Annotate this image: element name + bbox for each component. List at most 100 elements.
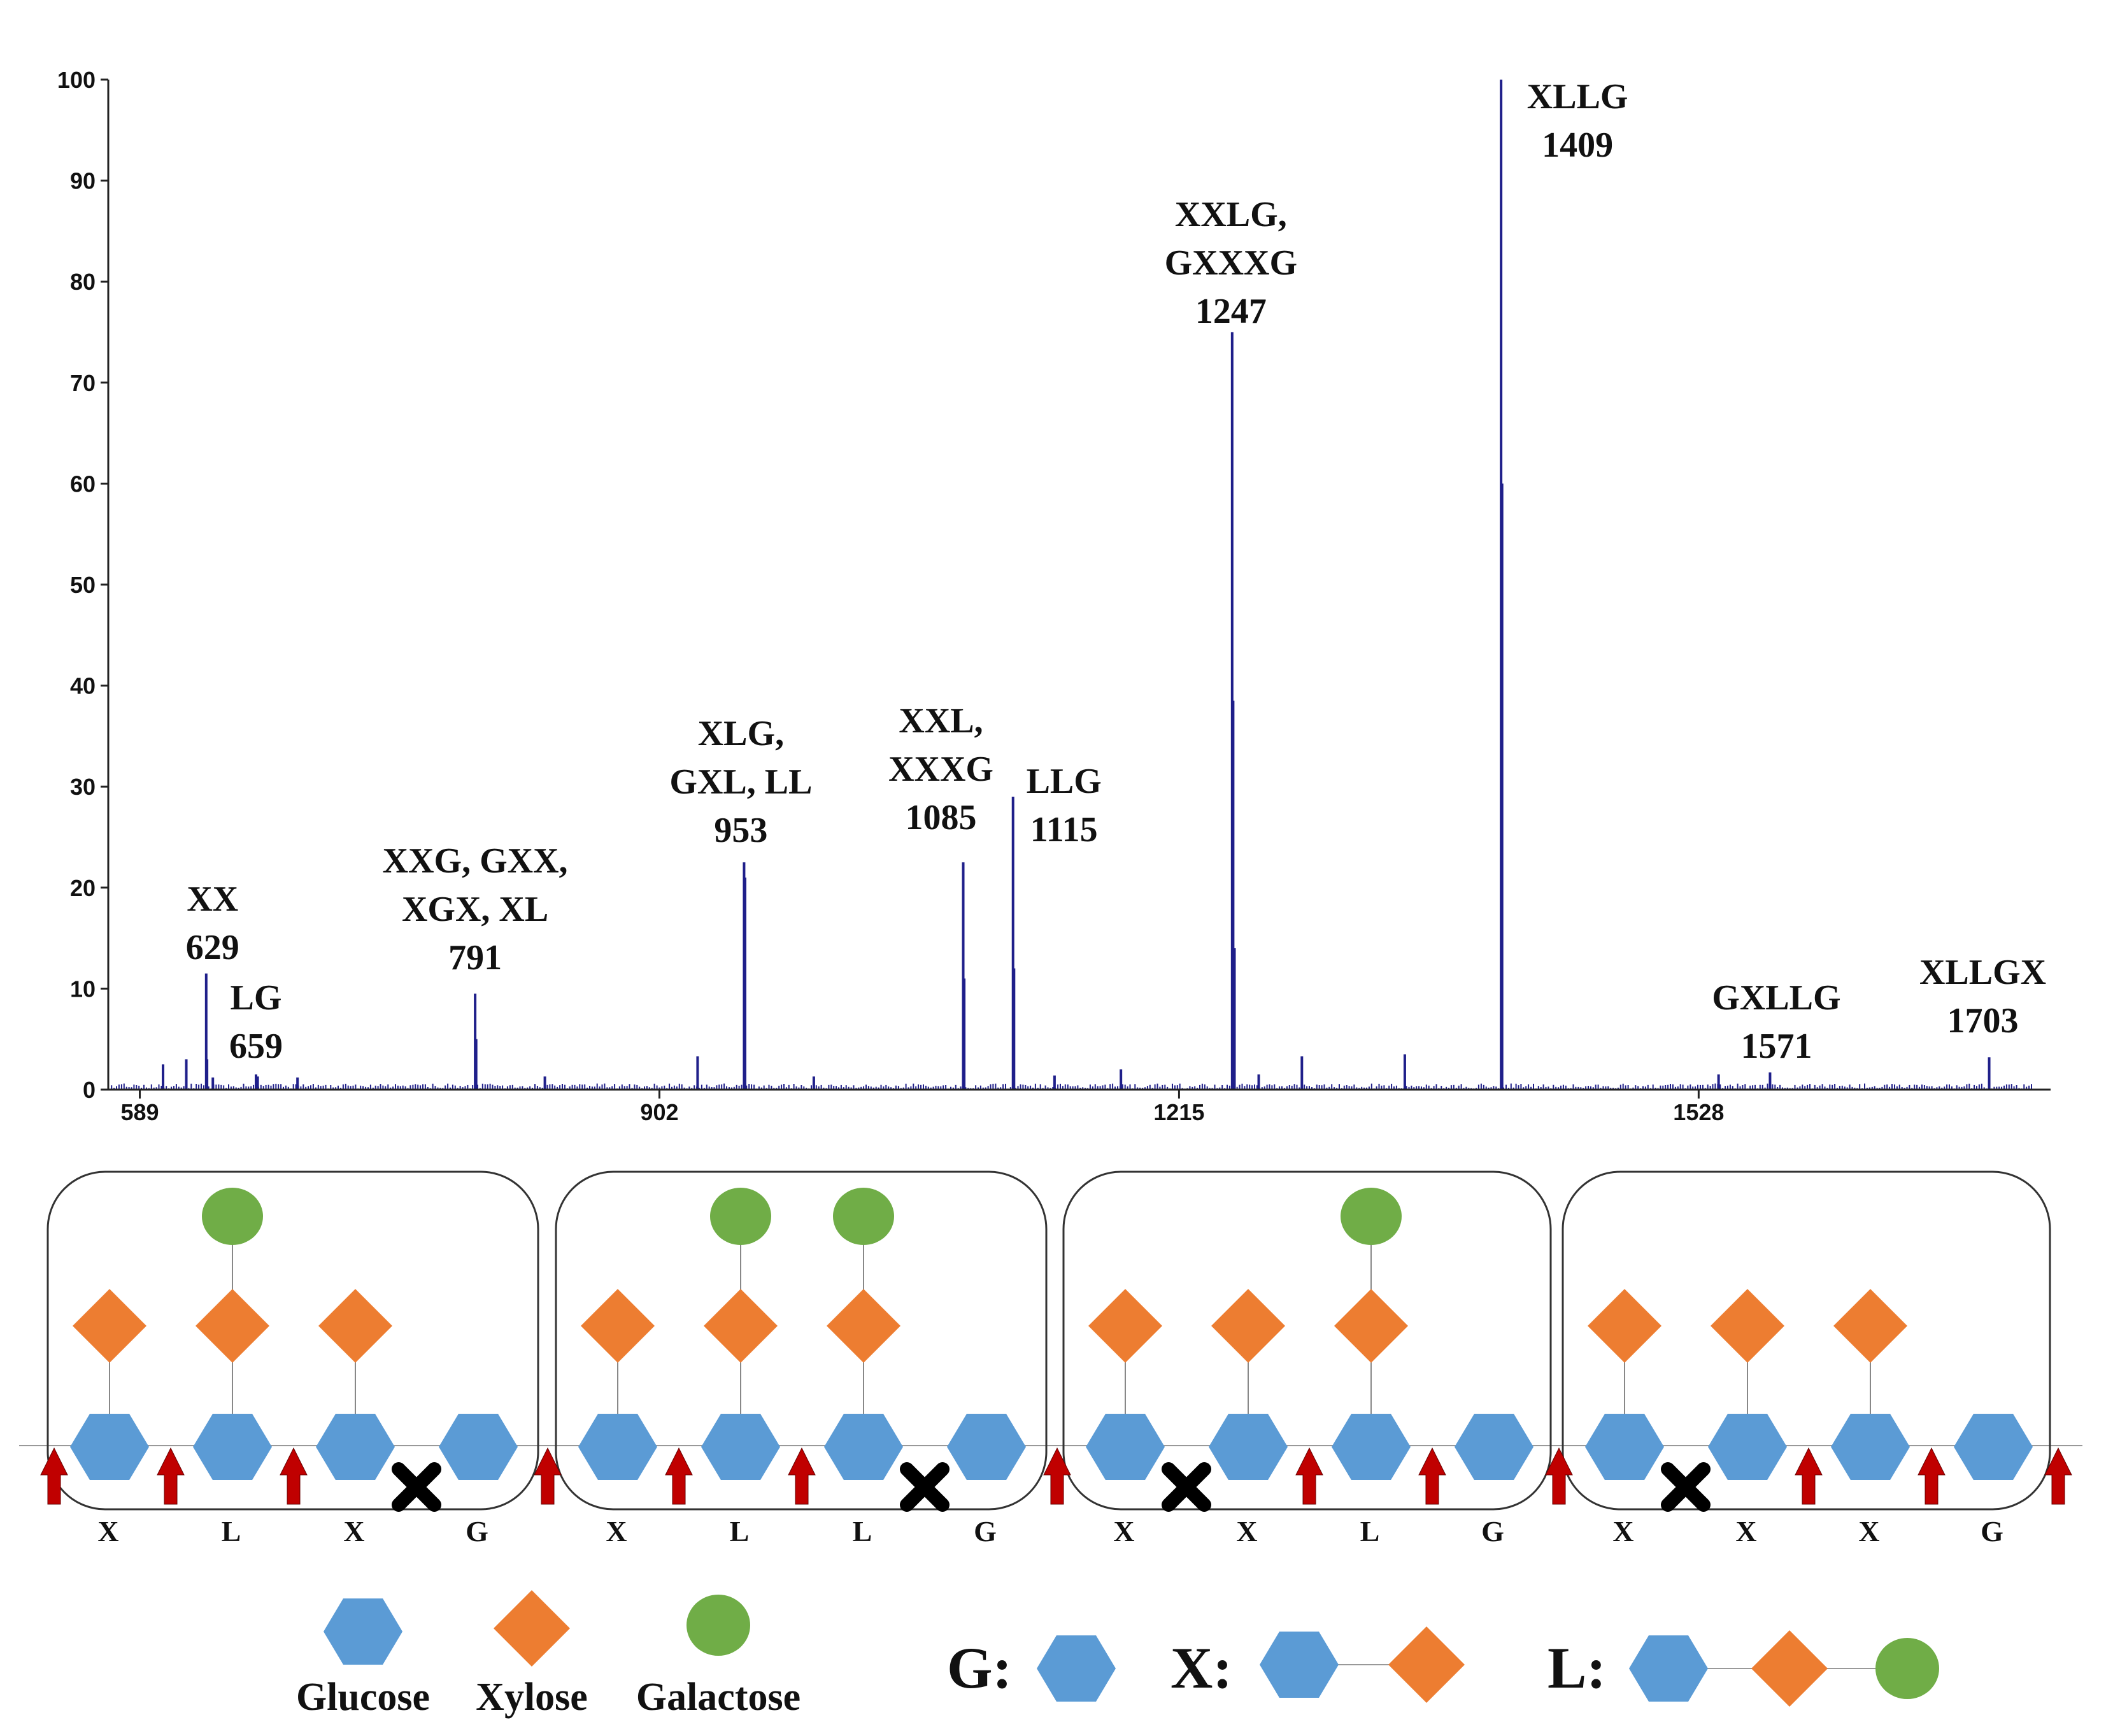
- xylose-diamond: [1211, 1289, 1285, 1363]
- glucose-hexagon: [1086, 1414, 1165, 1480]
- unit-box: [46, 1170, 539, 1511]
- key-g-label: G:: [947, 1635, 1012, 1700]
- subunit-label: L: [222, 1515, 241, 1547]
- subunit-label: G: [974, 1515, 997, 1547]
- peak-annotation: 1247: [1195, 292, 1267, 331]
- subunit-label: G: [1481, 1515, 1504, 1547]
- y-tick-label: 100: [57, 67, 96, 93]
- cleavage-arrow-icon: [2044, 1447, 2072, 1505]
- cleavage-arrow-icon: [665, 1447, 693, 1505]
- y-tick-label: 20: [70, 875, 96, 901]
- legend-label: Galactose: [636, 1676, 800, 1719]
- key-l-label: L:: [1547, 1635, 1606, 1700]
- legend-label: Glucose: [296, 1676, 430, 1719]
- peak-annotation: XXLG,: [1175, 195, 1287, 234]
- y-ticks: 0 10 20 30 40 50 60 70 80 90 100: [57, 67, 108, 1103]
- peak-annotation: LLG: [1027, 762, 1102, 801]
- xylose-diamond: [1334, 1289, 1408, 1363]
- peak-annotation: XX: [187, 879, 238, 919]
- axes: [107, 80, 2051, 1091]
- peak-annotation: XLG,: [698, 714, 784, 753]
- baseline-noise: [111, 1083, 2032, 1090]
- peak-annotation: 1115: [1030, 810, 1098, 850]
- key-galactose-icon: [1875, 1638, 1939, 1699]
- peak-annotation: XGX, XL: [402, 890, 548, 929]
- x-tick-label: 1215: [1153, 1099, 1204, 1125]
- y-tick-label: 0: [83, 1077, 96, 1103]
- sugar-legend: Glucose Xylose Galactose: [296, 1590, 800, 1719]
- peak-annotation: XLLG: [1527, 77, 1628, 117]
- xylose-legend-icon: [494, 1590, 570, 1667]
- cleavage-arrow-icon: [1545, 1447, 1573, 1505]
- glucose-hexagon: [1585, 1414, 1664, 1480]
- glucose-hexagon: [824, 1414, 903, 1480]
- glucose-hexagon: [1708, 1414, 1787, 1480]
- glucose-hexagon: [193, 1414, 272, 1480]
- glucose-legend-icon: [324, 1598, 402, 1665]
- cleavage-arrow-icon: [788, 1447, 816, 1505]
- peak-series: [111, 80, 2032, 1090]
- y-tick-label: 10: [70, 976, 96, 1002]
- glucose-hexagon: [947, 1414, 1026, 1480]
- peak-annotation: LG: [231, 978, 282, 1018]
- peak-annotation: XLLGX: [1919, 953, 2046, 992]
- subunit-label: X: [1113, 1515, 1134, 1547]
- galactose-circle: [710, 1188, 771, 1245]
- subunit-label: X: [1735, 1515, 1756, 1547]
- glucose-hexagon: [578, 1414, 657, 1480]
- peak-annotation: 1571: [1740, 1027, 1812, 1066]
- subunit-label: X: [343, 1515, 364, 1547]
- blocked-cleavage-icon: [1661, 1462, 1711, 1512]
- subunit-label: L: [1360, 1515, 1380, 1547]
- xylose-diamond: [1588, 1289, 1661, 1363]
- glucose-hexagon: [701, 1414, 780, 1480]
- glucose-hexagon: [1954, 1414, 2033, 1480]
- glucose-hexagon: [316, 1414, 395, 1480]
- subunit-label: X: [97, 1515, 118, 1547]
- unit-box: [1062, 1170, 1552, 1511]
- xylose-diamond: [827, 1289, 900, 1363]
- peak-annotation: 791: [448, 938, 502, 978]
- subunit-label: G: [1981, 1515, 2003, 1547]
- subunit-label: X: [1612, 1515, 1633, 1547]
- xylose-diamond: [1088, 1289, 1162, 1363]
- glucose-hexagon: [1332, 1414, 1411, 1480]
- peak-annotation: 953: [714, 811, 767, 850]
- galactose-legend-icon: [687, 1595, 750, 1656]
- peak-annotation: 1703: [1947, 1001, 2019, 1041]
- cleavage-arrow-icon: [1295, 1447, 1323, 1505]
- y-tick-label: 50: [70, 572, 96, 598]
- cleavage-arrow-icon: [157, 1447, 185, 1505]
- glucose-hexagon: [1455, 1414, 1533, 1480]
- peak-annotation: GXL, LL: [669, 762, 812, 802]
- peak-annotation: XXXG: [888, 750, 993, 789]
- subunit-label: L: [730, 1515, 750, 1547]
- xylose-diamond: [196, 1289, 269, 1363]
- peak-annotation: XXL,: [899, 701, 983, 741]
- y-tick-label: 40: [70, 673, 96, 699]
- xylose-diamond: [73, 1289, 146, 1363]
- subunit-key: G: X: L:: [947, 1626, 1939, 1707]
- key-glucose-icon: [1260, 1632, 1339, 1698]
- x-tick-label: 1528: [1673, 1099, 1724, 1125]
- subunit-label: X: [606, 1515, 627, 1547]
- galactose-circle: [202, 1188, 263, 1245]
- peak-annotation: 629: [186, 928, 239, 967]
- cleavage-arrow-icon: [1795, 1447, 1823, 1505]
- y-tick-label: 80: [70, 269, 96, 295]
- peak-annotation: 1409: [1542, 125, 1613, 165]
- cleavage-arrow-icon: [1418, 1447, 1446, 1505]
- x-tick-label: 589: [120, 1099, 159, 1125]
- peak-annotation: 1085: [906, 798, 977, 837]
- cleavage-arrow-icon: [1043, 1447, 1071, 1505]
- key-glucose-icon: [1629, 1635, 1708, 1702]
- x-tick-label: 902: [640, 1099, 678, 1125]
- xylose-diamond: [1711, 1289, 1784, 1363]
- unit-box: [555, 1170, 1048, 1511]
